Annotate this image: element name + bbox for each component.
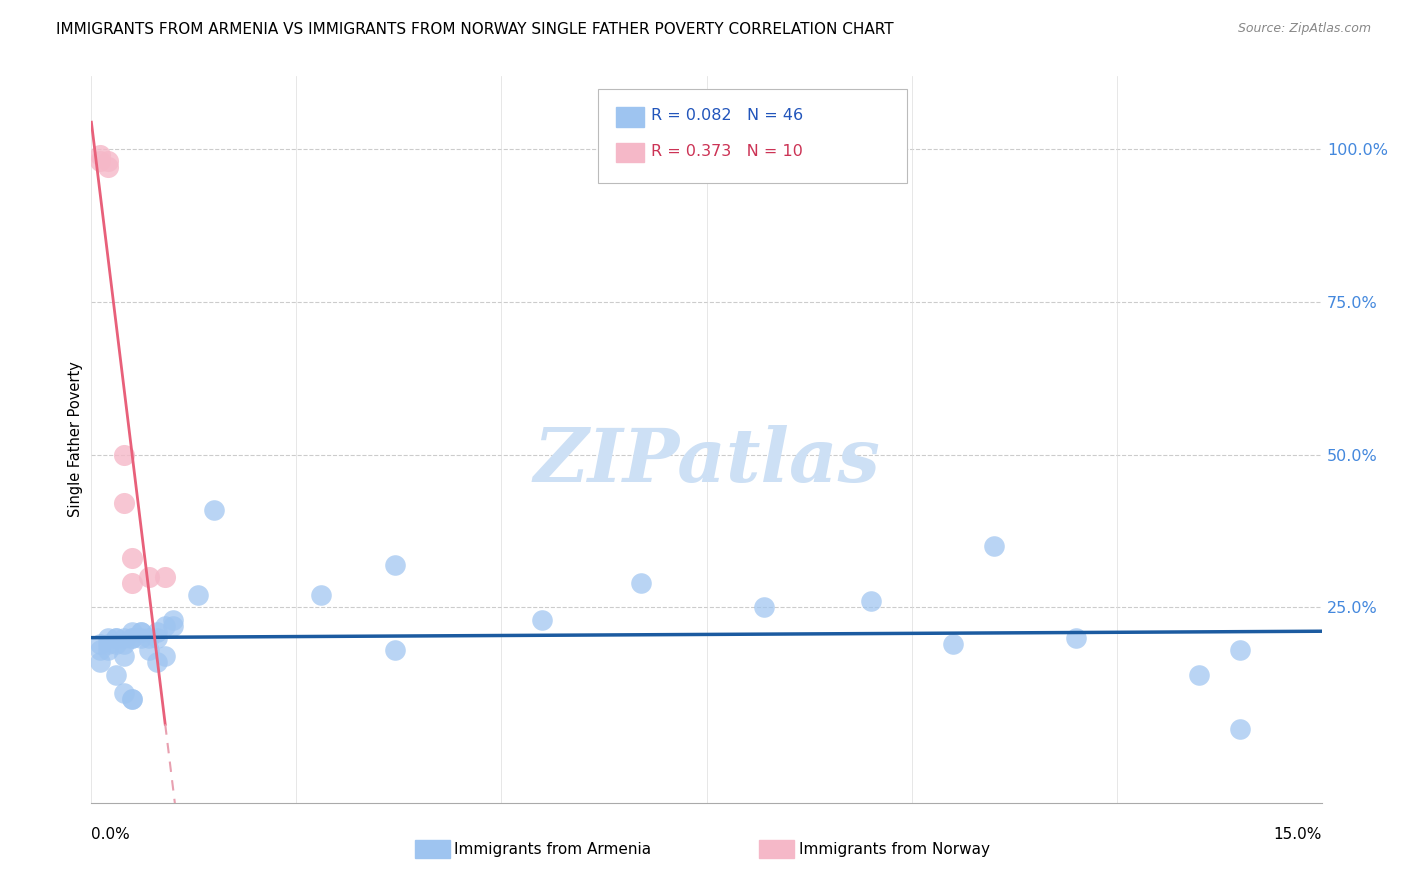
Point [942, 637, 965, 651]
Text: Immigrants from Armenia: Immigrants from Armenia [454, 842, 651, 856]
Point [146, 631, 169, 645]
Point [112, 686, 135, 700]
Text: 15.0%: 15.0% [1274, 827, 1322, 842]
Point [105, 667, 127, 681]
Point [153, 570, 177, 584]
Text: R = 0.373   N = 10: R = 0.373 N = 10 [651, 145, 803, 159]
Text: ZIPatlas: ZIPatlas [533, 425, 880, 498]
Point [105, 631, 127, 645]
Point [1229, 723, 1251, 737]
Point [121, 692, 143, 706]
Point [859, 594, 882, 608]
Point [531, 613, 554, 627]
Point [384, 643, 406, 657]
Point [202, 502, 225, 516]
Text: R = 0.082   N = 46: R = 0.082 N = 46 [651, 109, 803, 123]
Point [97, 154, 120, 169]
Point [162, 618, 184, 632]
Point [97, 643, 120, 657]
Point [89, 655, 111, 669]
Point [89, 643, 111, 657]
Y-axis label: Single Father Poverty: Single Father Poverty [67, 361, 83, 517]
Point [105, 637, 127, 651]
Point [112, 649, 135, 664]
Point [97, 637, 120, 651]
Point [97, 631, 120, 645]
Point [1064, 631, 1087, 645]
Point [138, 570, 160, 584]
Point [1229, 643, 1251, 657]
Point [138, 631, 160, 645]
Point [121, 575, 143, 590]
Point [138, 643, 160, 657]
Point [153, 649, 177, 664]
Point [121, 631, 143, 645]
Point [1187, 667, 1209, 681]
Point [121, 692, 143, 706]
Point [146, 655, 169, 669]
Point [153, 618, 177, 632]
Point [89, 154, 111, 169]
Point [89, 148, 111, 162]
Point [162, 613, 184, 627]
Point [129, 624, 152, 639]
Point [630, 575, 652, 590]
Point [89, 637, 111, 651]
Point [129, 631, 152, 645]
Point [97, 161, 120, 175]
Text: Source: ZipAtlas.com: Source: ZipAtlas.com [1237, 22, 1371, 36]
Point [309, 588, 332, 602]
Point [752, 600, 775, 615]
Text: IMMIGRANTS FROM ARMENIA VS IMMIGRANTS FROM NORWAY SINGLE FATHER POVERTY CORRELAT: IMMIGRANTS FROM ARMENIA VS IMMIGRANTS FR… [56, 22, 894, 37]
Point [112, 631, 135, 645]
Point [121, 624, 143, 639]
Point [105, 631, 127, 645]
Text: Immigrants from Norway: Immigrants from Norway [799, 842, 990, 856]
Point [187, 588, 209, 602]
Point [983, 539, 1005, 553]
Point [112, 448, 135, 462]
Point [121, 631, 143, 645]
Point [384, 558, 406, 572]
Point [112, 637, 135, 651]
Point [129, 624, 152, 639]
Point [121, 551, 143, 566]
Text: 0.0%: 0.0% [91, 827, 131, 842]
Point [146, 624, 169, 639]
Point [112, 496, 135, 510]
